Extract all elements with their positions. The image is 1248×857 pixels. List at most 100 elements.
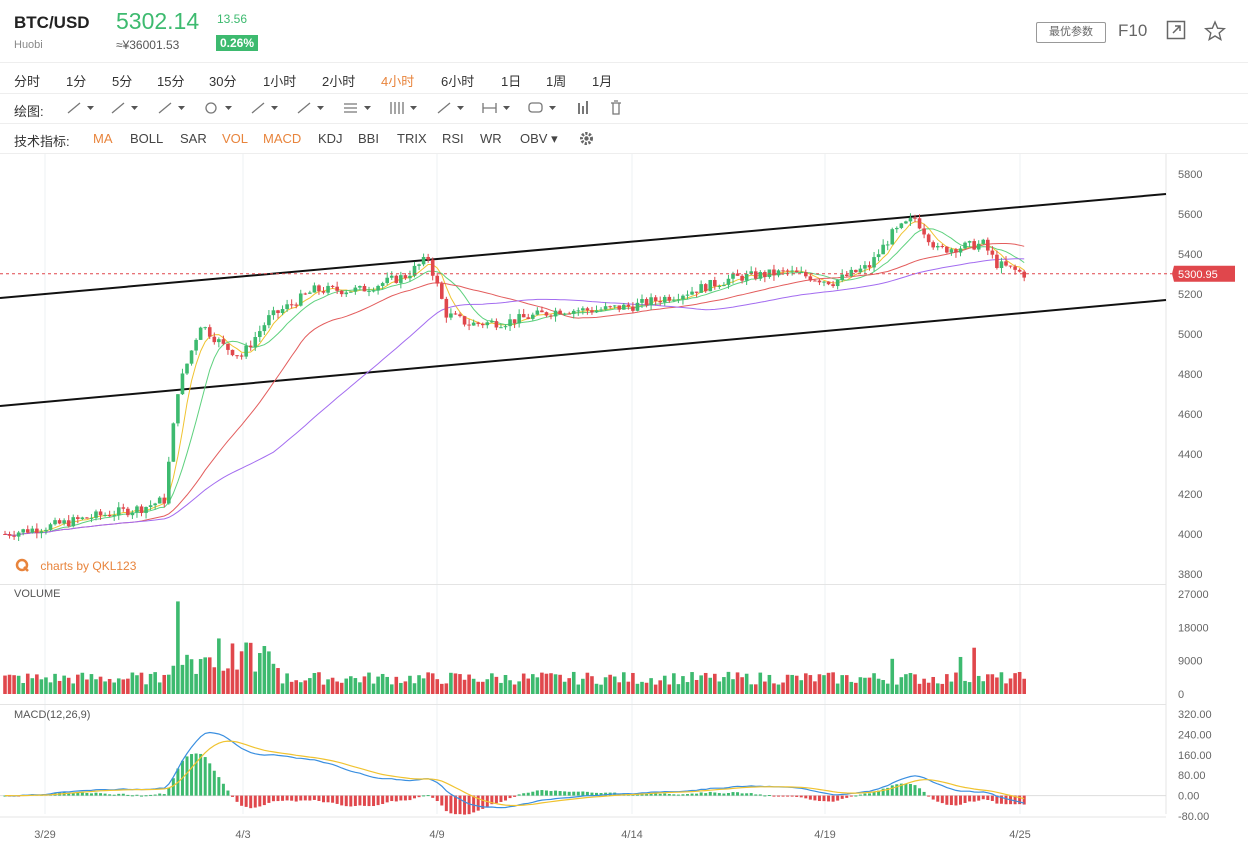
candle-body [722, 284, 726, 287]
volume-bar [990, 674, 995, 694]
tab-period-4[interactable]: 30分 [209, 74, 237, 89]
indicator-bbi[interactable]: BBI [358, 131, 379, 146]
gear-icon[interactable] [578, 130, 595, 147]
volume-bar [76, 674, 80, 694]
candle-body [280, 309, 285, 313]
candle-body [130, 512, 135, 516]
indicator-macd[interactable]: MACD [263, 131, 302, 146]
candle-body [1013, 266, 1017, 270]
candle-body [867, 265, 872, 268]
volume-bar [662, 675, 667, 694]
macd-histogram-bar [663, 793, 667, 796]
macd-histogram-bar [540, 790, 544, 796]
volume-bar [53, 673, 57, 694]
indicator-vol[interactable]: VOL [222, 131, 249, 146]
macd-histogram-bar [736, 792, 740, 796]
macd-histogram-bar [158, 793, 162, 796]
macd-histogram-bar [513, 795, 517, 797]
candle-body [576, 310, 581, 312]
tab-period-7[interactable]: 4小时 [381, 74, 415, 89]
candle-body [157, 497, 162, 504]
circle-tool-icon[interactable] [204, 100, 236, 116]
tab-period-8[interactable]: 6小时 [441, 74, 475, 89]
star-icon[interactable] [1204, 20, 1226, 42]
volume-bar [248, 642, 253, 694]
macd-histogram-bar [931, 795, 935, 800]
volume-bar [562, 681, 567, 694]
indicator-kdj[interactable]: KDJ [318, 131, 343, 146]
tab-period-5[interactable]: 1小时 [263, 74, 297, 89]
macd-histogram-bar [417, 795, 421, 798]
candle-body [430, 259, 435, 276]
bars-tool-icon[interactable] [577, 100, 591, 116]
macd-histogram-bar [572, 791, 576, 796]
candle-body [608, 306, 612, 308]
macd-histogram-bar [836, 795, 840, 801]
volume-bar [239, 651, 244, 694]
macd-histogram-bar [399, 795, 403, 801]
macd-histogram-bar [481, 795, 485, 809]
f10-button[interactable]: F10 [1118, 21, 1148, 40]
candle-body [80, 517, 85, 519]
trash-icon[interactable] [609, 100, 623, 116]
measure-tool-icon[interactable] [482, 100, 514, 116]
gann-tool-icon[interactable] [389, 100, 421, 116]
macd-histogram-bar [717, 793, 721, 796]
volume-bar [485, 679, 490, 694]
price-chart[interactable]: 5800 5600 5400 5200 5000 4800 4600 4400 4200 4000… [0, 154, 1248, 857]
volume-bar [185, 654, 189, 694]
indicator-sar[interactable]: SAR [180, 131, 207, 146]
volume-bar [653, 684, 658, 694]
candle-body [667, 296, 672, 301]
macd-histogram-bar [890, 785, 894, 796]
indicator-trix[interactable]: TRIX [397, 131, 427, 146]
volume-bar [71, 683, 76, 694]
macd-histogram-bar [567, 791, 571, 796]
volume-bar [353, 678, 358, 694]
indicator-rsi[interactable]: RSI [442, 131, 464, 146]
indicator-obv[interactable]: OBV ▾ [520, 131, 558, 146]
x-tick-label: 4/14 [621, 829, 642, 841]
indicator-boll[interactable]: BOLL [130, 131, 164, 146]
candle-body [440, 283, 444, 299]
volume-bar [1013, 673, 1017, 694]
macd-histogram-bar [667, 794, 671, 796]
macd-histogram-bar [731, 792, 735, 796]
tab-period-1[interactable]: 1分 [66, 74, 87, 89]
last-price: 5302.14 [116, 8, 200, 34]
price-tick-label: 5600 [1178, 209, 1202, 221]
volume-bar [403, 681, 408, 694]
tab-period-0[interactable]: 分时 [14, 74, 41, 89]
volume-bar [490, 673, 494, 694]
ray-tool-icon[interactable] [110, 100, 142, 116]
arrow-tool-icon[interactable] [436, 100, 468, 116]
channel-tool-icon[interactable] [157, 100, 189, 116]
candle-body [990, 250, 995, 255]
pattern-tool-icon[interactable] [296, 100, 328, 116]
fib-tool-icon[interactable] [343, 100, 375, 116]
macd-histogram-bar [472, 795, 476, 813]
line-tool-icon[interactable] [66, 100, 98, 116]
tab-period-3[interactable]: 15分 [157, 74, 185, 89]
candle-body [262, 325, 267, 332]
x-tick-label: 4/9 [429, 829, 444, 841]
polyline-tool-icon[interactable] [250, 100, 282, 116]
tab-period-11[interactable]: 1月 [592, 74, 613, 89]
tab-period-6[interactable]: 2小时 [322, 74, 356, 89]
optimal-params-button[interactable]: 最优参数 [1036, 22, 1106, 43]
candle-body [849, 269, 854, 276]
price-change: 13.56 [217, 12, 248, 26]
indicator-wr[interactable]: WR [480, 131, 502, 146]
expand-icon[interactable] [1166, 20, 1186, 40]
macd-histogram-bar [112, 794, 116, 796]
comment-tool-icon[interactable] [528, 100, 560, 116]
volume-bar [1004, 683, 1008, 694]
macd-histogram-bar [103, 793, 107, 796]
candle-body [66, 520, 71, 527]
tab-period-2[interactable]: 5分 [112, 74, 133, 89]
tab-period-9[interactable]: 1日 [501, 74, 522, 89]
tab-period-10[interactable]: 1周 [546, 74, 567, 89]
macd-histogram-bar [372, 795, 376, 807]
volume-bar [854, 682, 858, 694]
indicator-ma[interactable]: MA [93, 131, 113, 146]
